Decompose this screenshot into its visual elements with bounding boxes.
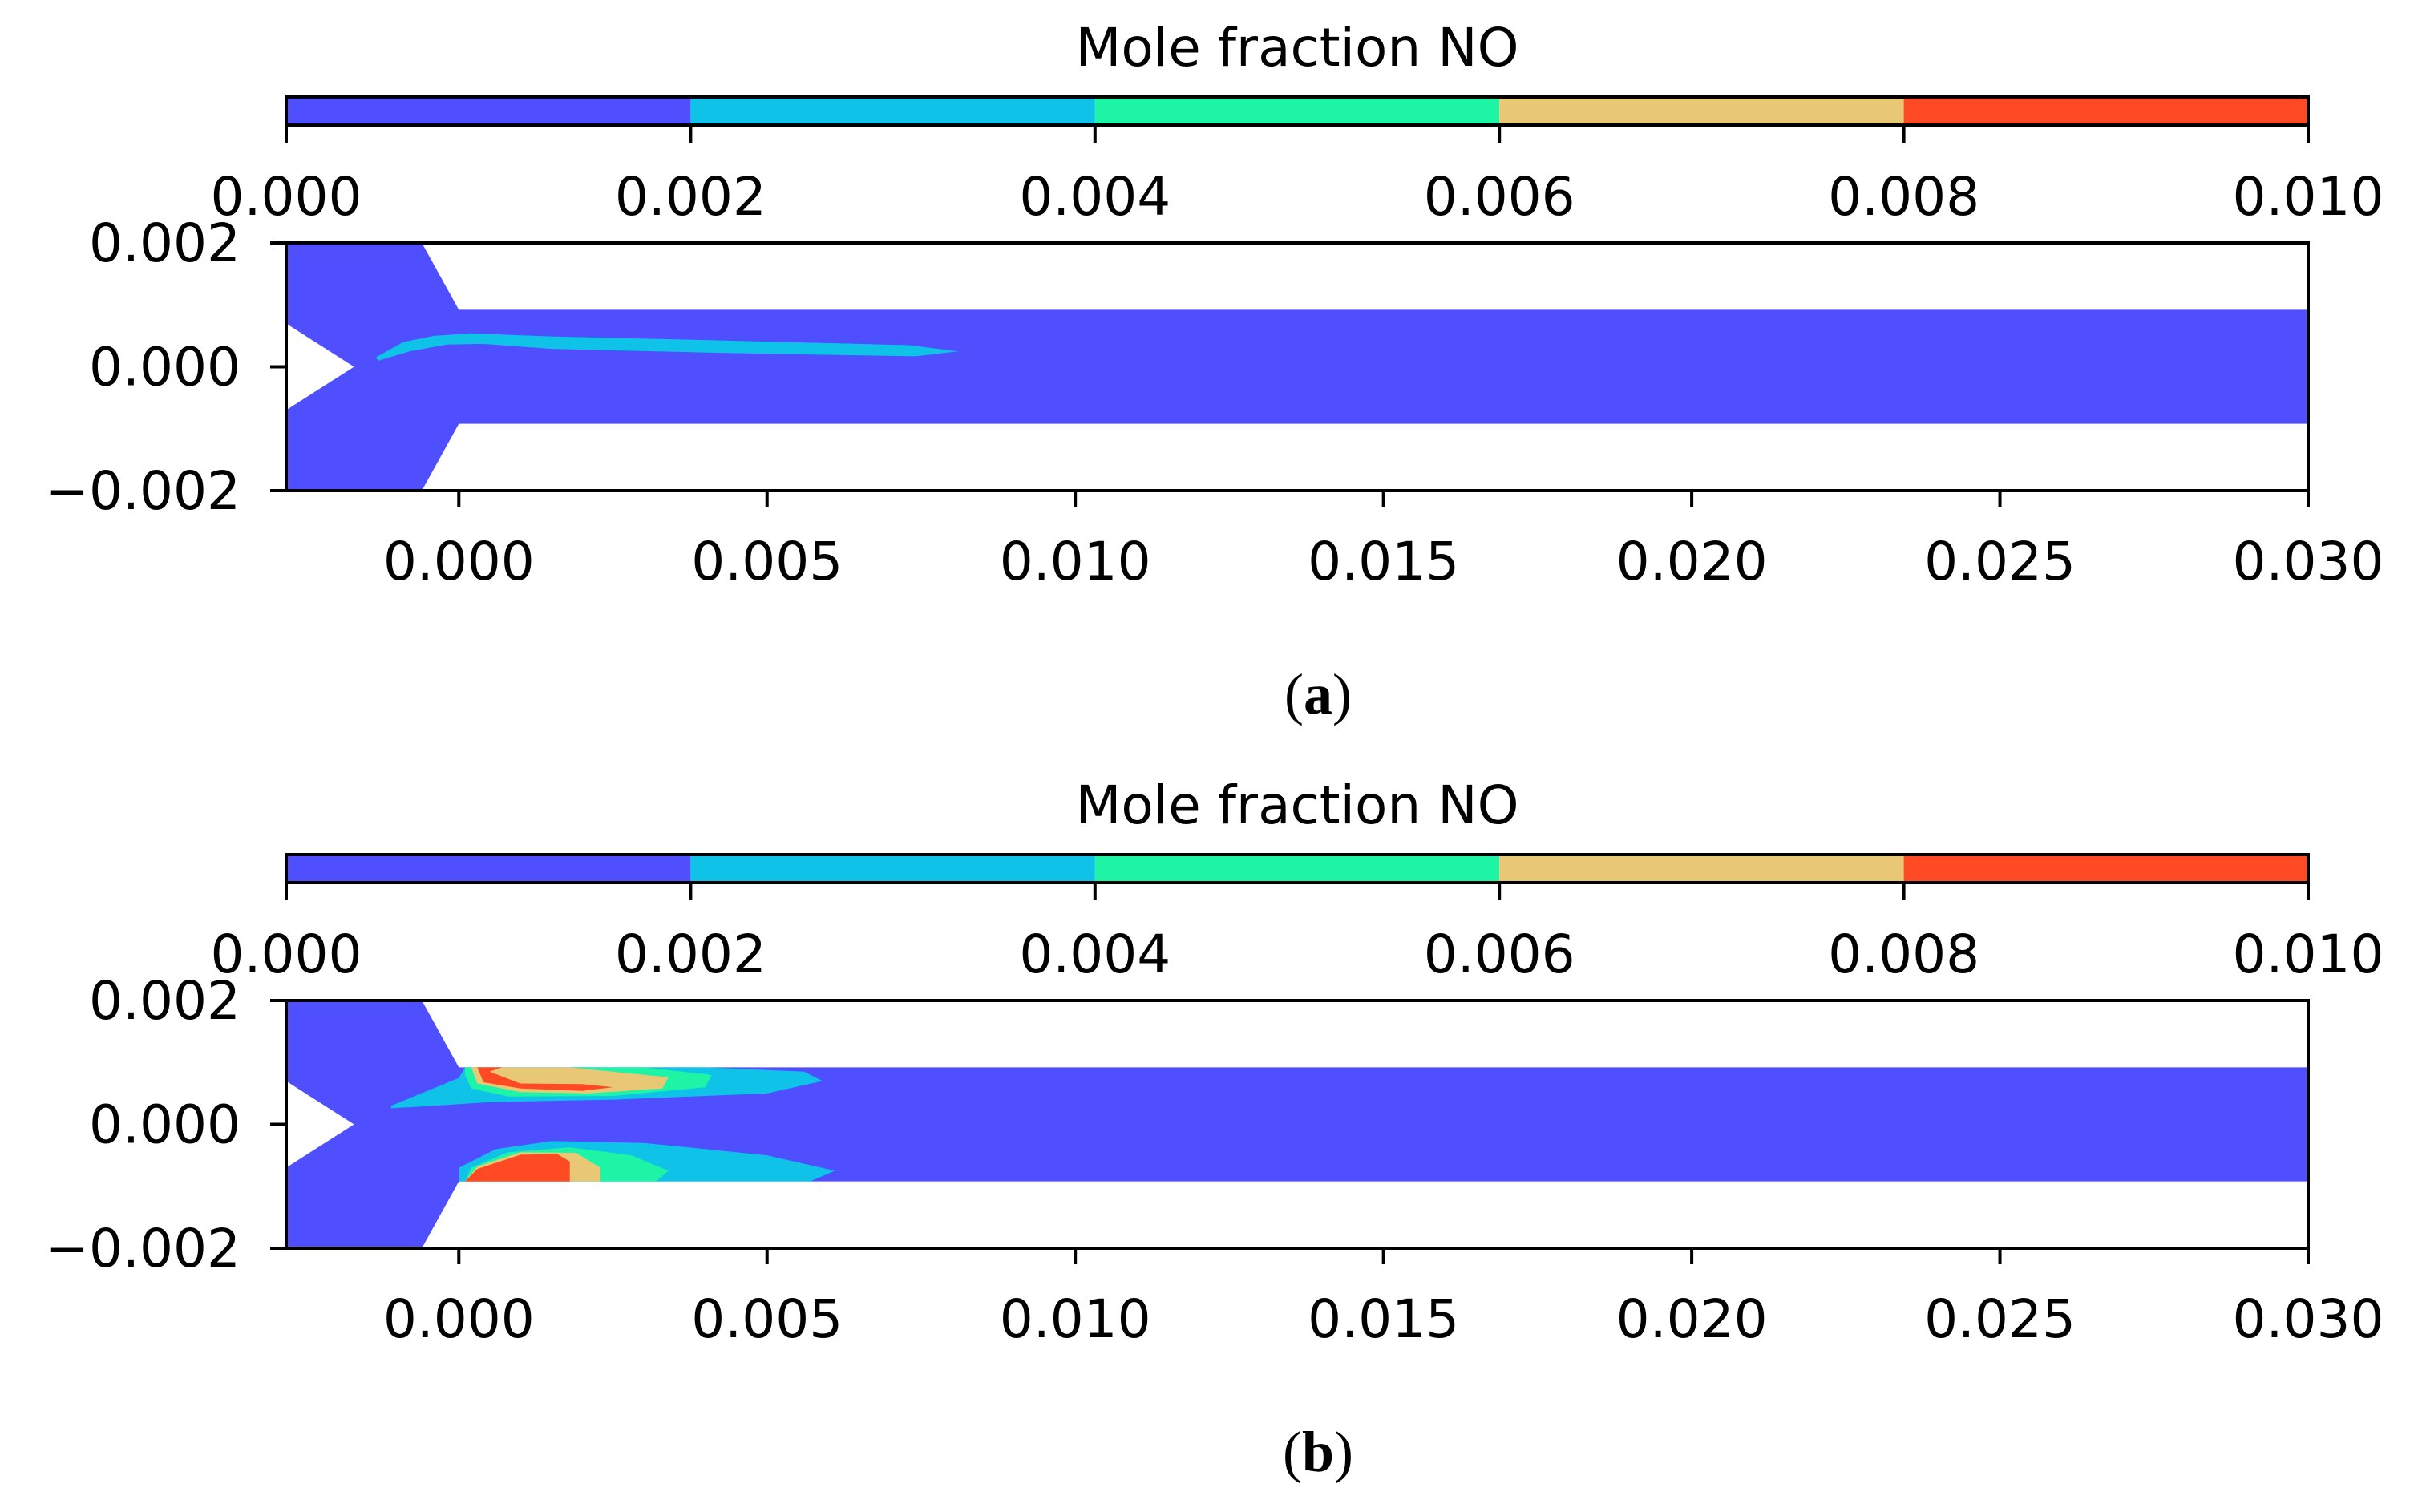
- x-tick-label: 0.010: [1000, 1288, 1151, 1350]
- x-tick-label: 0.000: [383, 531, 535, 592]
- colorbar-segment-4: [1903, 97, 2308, 125]
- x-tick-label: 0.005: [691, 1288, 843, 1350]
- x-tick-label: 0.030: [2233, 1288, 2384, 1350]
- colorbar-segment-0: [286, 855, 691, 883]
- colorbar-segment-1: [690, 97, 1095, 125]
- colorbar-segment-0: [286, 97, 691, 125]
- colorbar-segment-1: [690, 855, 1095, 883]
- colorbar-label: Mole fraction NO: [1075, 774, 1518, 836]
- colorbar-segment-4: [1903, 855, 2308, 883]
- x-tick-label: 0.005: [691, 531, 843, 592]
- plot-area: [286, 1001, 2308, 1248]
- colorbar-tick-label: 0.000: [211, 166, 362, 228]
- y-tick-label: −0.002: [45, 460, 241, 522]
- x-tick-label: 0.025: [1924, 531, 2076, 592]
- caption-letter: b: [1302, 1420, 1334, 1484]
- panel-b: Mole fraction NO0.000 0.002 0.004 0.006 0.00…: [45, 774, 2384, 1484]
- plot-area: [286, 243, 2308, 491]
- x-tick-label: 0.015: [1308, 1288, 1459, 1350]
- panel-caption: (b): [1283, 1420, 1353, 1484]
- contour-region-3: [477, 1067, 613, 1091]
- colorbar-tick-label: 0.010: [2233, 924, 2384, 985]
- contour-region-7: [465, 1154, 570, 1182]
- contour-region-0: [375, 333, 959, 361]
- x-tick-label: 0.000: [383, 1288, 535, 1350]
- y-tick-label: 0.002: [89, 970, 241, 1032]
- colorbar-tick-label: 0.008: [1828, 166, 1979, 228]
- x-tick-label: 0.020: [1616, 1288, 1768, 1350]
- caption-paren-close: ): [1332, 662, 1352, 726]
- colorbar-tick-label: 0.002: [615, 166, 766, 228]
- y-tick-label: 0.000: [89, 337, 241, 398]
- colorbar-tick-label: 0.010: [2233, 166, 2384, 228]
- y-tick-label: −0.002: [45, 1218, 241, 1280]
- x-tick-label: 0.030: [2233, 531, 2384, 592]
- domain-fill: [286, 1001, 2308, 1248]
- colorbar-frame: [285, 853, 2310, 884]
- caption-letter: a: [1304, 662, 1332, 726]
- panel-caption: (a): [1284, 662, 1352, 726]
- colorbar-tick-label: 0.006: [1424, 166, 1575, 228]
- caption-paren-open: (: [1284, 662, 1304, 726]
- x-tick-label: 0.025: [1924, 1288, 2076, 1350]
- caption-paren-close: ): [1334, 1420, 1353, 1484]
- y-tick-label: 0.000: [89, 1094, 241, 1156]
- x-tick-label: 0.010: [1000, 531, 1151, 592]
- colorbar-segment-2: [1094, 97, 1500, 125]
- colorbar-tick-label: 0.008: [1828, 924, 1979, 985]
- y-tick-label: 0.002: [89, 212, 241, 274]
- caption-paren-open: (: [1283, 1420, 1302, 1484]
- domain-fill: [286, 243, 2308, 491]
- x-tick-label: 0.015: [1308, 531, 1459, 592]
- colorbar-segment-3: [1499, 97, 1904, 125]
- colorbar-frame: [285, 95, 2310, 127]
- colorbar-tick-label: 0.002: [615, 924, 766, 985]
- colorbar-segment-2: [1094, 855, 1500, 883]
- x-tick-label: 0.020: [1616, 531, 1768, 592]
- colorbar-label: Mole fraction NO: [1075, 17, 1518, 79]
- colorbar-tick-label: 0.000: [211, 924, 362, 985]
- colorbar-segment-3: [1499, 855, 1904, 883]
- colorbar-tick-label: 0.004: [1019, 924, 1171, 985]
- panel-a: Mole fraction NO0.000 0.002 0.004 0.006 0.00…: [45, 17, 2384, 726]
- colorbar-tick-label: 0.004: [1019, 166, 1171, 228]
- colorbar-tick-label: 0.006: [1424, 924, 1575, 985]
